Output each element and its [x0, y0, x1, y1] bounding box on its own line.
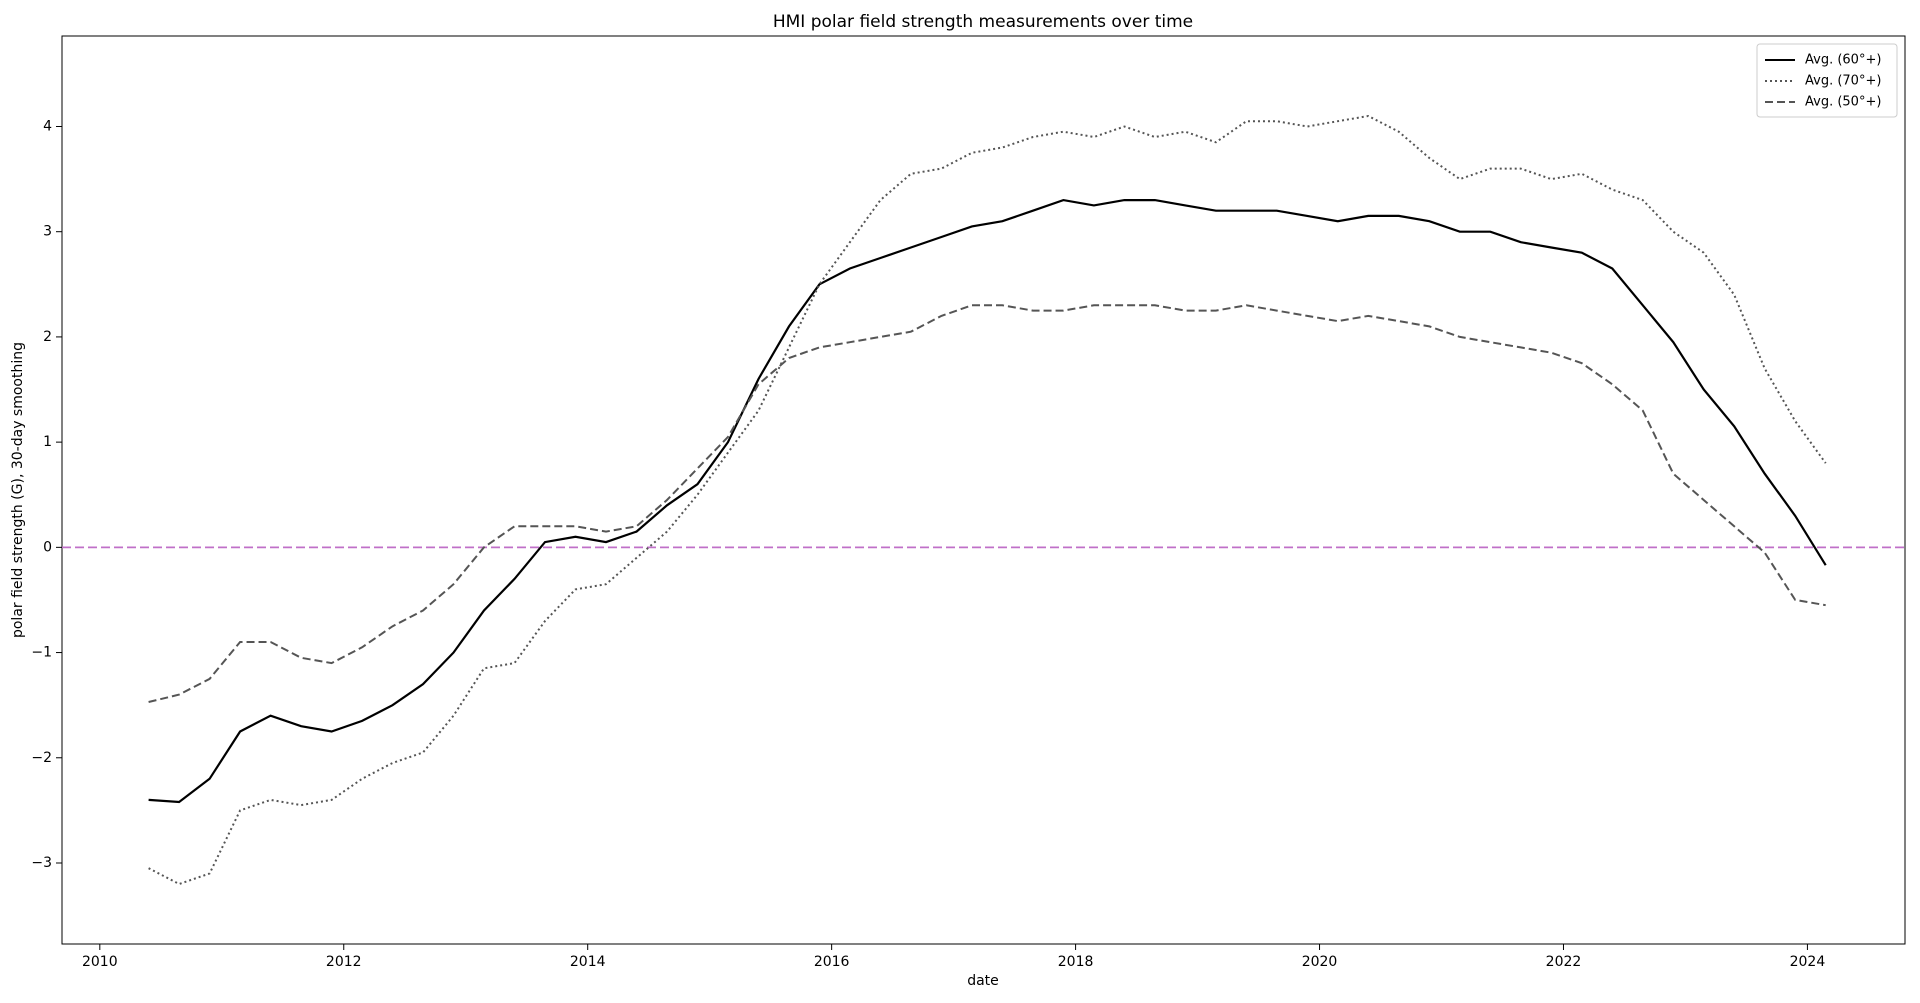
plot-frame — [61, 35, 1906, 945]
y-tick-label: −3 — [31, 855, 52, 871]
series-line — [148, 304, 1826, 703]
x-tick-label: 2018 — [1058, 954, 1094, 970]
x-tick-label: 2020 — [1302, 954, 1338, 970]
x-tick-label: 2012 — [326, 954, 362, 970]
x-axis-label: date — [967, 973, 999, 989]
series-line — [148, 198, 1827, 804]
y-tick-label: 3 — [43, 224, 52, 240]
x-tick-label: 2010 — [82, 954, 118, 970]
y-tick-label: −1 — [31, 645, 52, 661]
legend-label: Avg. (50°+) — [1805, 95, 1881, 110]
legend-label: Avg. (60°+) — [1805, 53, 1881, 68]
x-tick-label: 2024 — [1790, 954, 1826, 970]
y-tick-label: 4 — [43, 118, 52, 134]
x-tick-label: 2016 — [814, 954, 850, 970]
y-tick-label: −2 — [31, 750, 52, 766]
legend-box — [1756, 43, 1898, 118]
chart-title: HMI polar field strength measurements ov… — [773, 12, 1193, 32]
y-tick-label: 1 — [43, 434, 52, 450]
y-tick-label: 0 — [43, 539, 52, 555]
series-line — [148, 114, 1827, 886]
y-axis-label: polar field strength (G), 30-day smoothi… — [10, 342, 26, 638]
x-tick-label: 2014 — [570, 954, 606, 970]
y-tick-label: 2 — [43, 329, 52, 345]
x-tick-label: 2022 — [1546, 954, 1582, 970]
legend-label: Avg. (70°+) — [1805, 74, 1881, 89]
